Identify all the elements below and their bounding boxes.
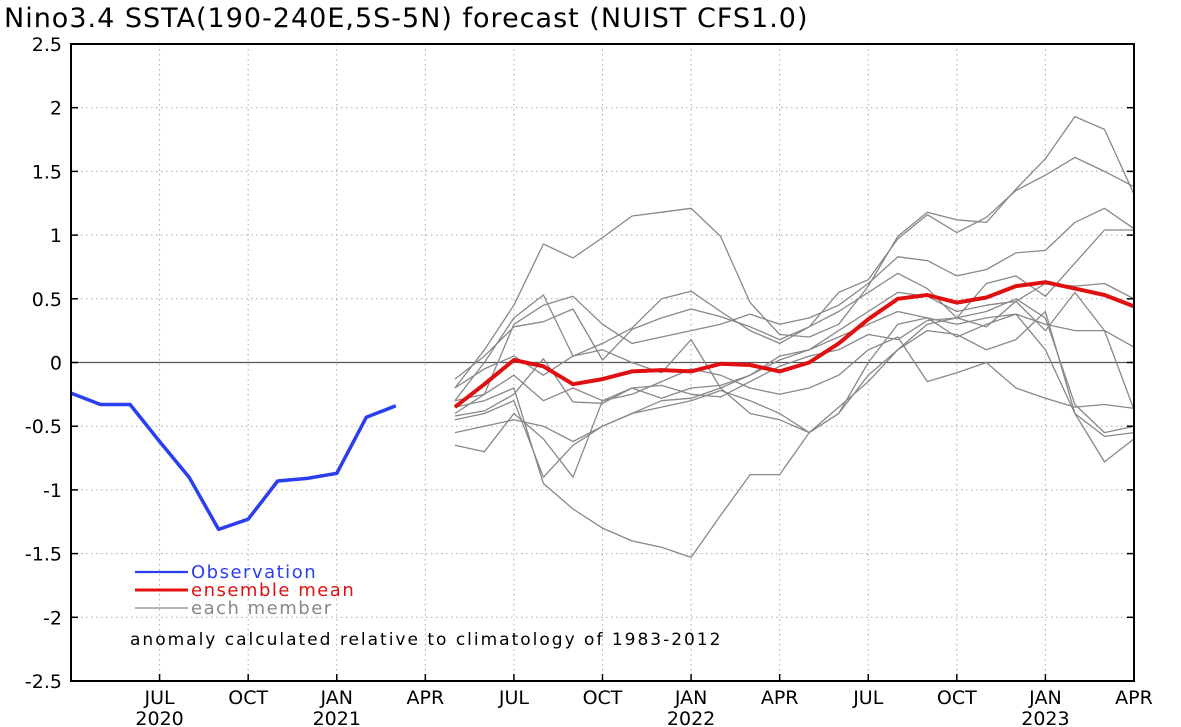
x-tick-month: APR — [761, 687, 799, 709]
y-tick-label: 0.5 — [32, 289, 62, 311]
member-line-3 — [454, 207, 1135, 415]
legend-label: ensemble mean — [191, 580, 355, 601]
climatology-note: anomaly calculated relative to climatolo… — [130, 630, 723, 650]
x-tick-month: OCT — [583, 687, 623, 709]
member-line-9 — [454, 313, 1135, 478]
y-tick-label: -2.5 — [25, 671, 62, 693]
x-tick-month: JAN — [1028, 687, 1061, 709]
member-line-7 — [454, 291, 1135, 417]
x-tick-year: 2023 — [1021, 708, 1069, 727]
member-line-11 — [454, 298, 1135, 559]
member-line-5 — [454, 282, 1135, 389]
grid — [71, 44, 1134, 681]
x-tick-month: APR — [1115, 687, 1153, 709]
observation-line-group — [70, 391, 397, 532]
x-tick-year: 2021 — [313, 708, 361, 727]
x-tick-year: 2020 — [135, 708, 183, 727]
y-axis: 2.5 2 1.5 1 0.5 0 -0.5 -1 -1.5 -2 -2.5 — [25, 34, 1134, 693]
ensemble-mean-line-group — [453, 280, 1135, 409]
y-tick-label: 2 — [50, 98, 62, 120]
member-line-4 — [454, 229, 1134, 380]
member-line-2 — [454, 156, 1135, 402]
chart-title: Nino3.4 SSTA(190-240E,5S-5N) forecast (N… — [4, 3, 809, 34]
y-tick-label: 0 — [50, 353, 62, 375]
y-tick-label: -1 — [43, 480, 62, 502]
x-tick-month: JUL — [498, 687, 530, 709]
y-tick-label: 1.5 — [32, 161, 62, 183]
x-tick-month: JAN — [320, 687, 353, 709]
x-tick-month: OCT — [937, 687, 977, 709]
legend-label: each member — [191, 598, 333, 619]
x-tick-month: JUL — [144, 687, 176, 709]
y-tick-label: 2.5 — [32, 34, 62, 56]
x-tick-month: APR — [406, 687, 444, 709]
x-tick-year: 2022 — [667, 708, 715, 727]
member-line-1 — [454, 115, 1135, 389]
x-tick-month: JUL — [852, 687, 884, 709]
y-tick-label: -2 — [43, 607, 62, 629]
y-tick-label: -1.5 — [25, 544, 62, 566]
y-tick-label: -0.5 — [25, 416, 62, 438]
member-lines — [454, 115, 1135, 559]
member-line-10 — [454, 336, 1135, 478]
member-line-8 — [454, 310, 1135, 443]
observation-line — [70, 391, 397, 532]
member-line-6 — [454, 310, 1135, 402]
x-tick-month: OCT — [228, 687, 268, 709]
y-tick-label: 1 — [50, 225, 62, 247]
ensemble-mean-line — [453, 280, 1135, 409]
legend-label: Observation — [191, 562, 317, 583]
x-tick-month: JAN — [674, 687, 707, 709]
